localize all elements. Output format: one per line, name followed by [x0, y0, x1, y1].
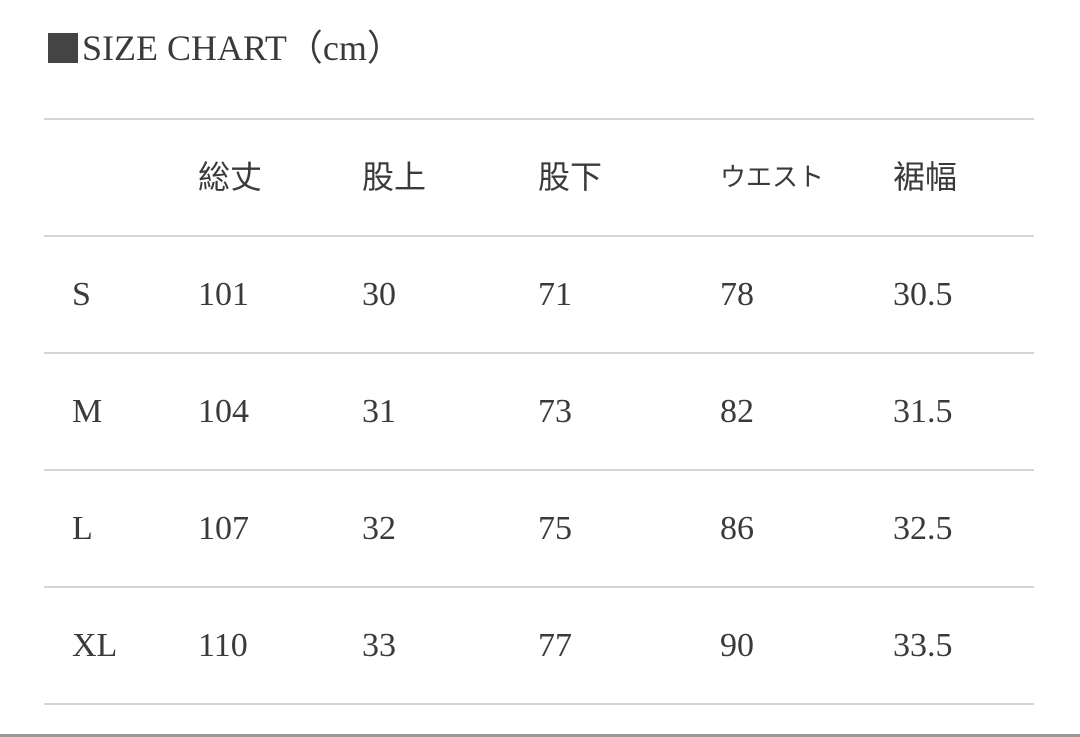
- table-cell: 33.5: [893, 627, 953, 664]
- table-cell: 101: [198, 276, 249, 313]
- table-cell: 33: [362, 627, 396, 664]
- bottom-divider: [0, 734, 1080, 737]
- table-cell: 31: [362, 393, 396, 430]
- size-label: L: [72, 510, 93, 547]
- table-row: S 101 30 71 78 30.5: [44, 235, 1034, 352]
- title-text: SIZE CHART（cm）: [82, 28, 403, 68]
- table-cell: 30: [362, 276, 396, 313]
- header-waist: ウエスト: [720, 163, 825, 192]
- table-cell: 73: [538, 393, 572, 430]
- table-cell: 110: [198, 627, 248, 664]
- table-cell: 78: [720, 276, 754, 313]
- table-cell: 104: [198, 393, 249, 430]
- size-table: 総丈 股上 股下 ウエスト 裾幅 S 101 30 71 78 30.5 M 1…: [44, 118, 1034, 705]
- table-cell: 107: [198, 510, 249, 547]
- header-inseam: 股下: [538, 159, 603, 195]
- size-chart-title: SIZE CHART（cm）: [48, 26, 403, 70]
- header-rise: 股上: [362, 159, 427, 195]
- size-label: XL: [72, 627, 118, 664]
- table-header-row: 総丈 股上 股下 ウエスト 裾幅: [44, 118, 1034, 235]
- table-cell: 90: [720, 627, 754, 664]
- table-cell: 30.5: [893, 276, 953, 313]
- table-cell: 71: [538, 276, 572, 313]
- table-cell: 75: [538, 510, 572, 547]
- table-cell: 32.5: [893, 510, 953, 547]
- size-label: M: [72, 393, 103, 430]
- header-total-length: 総丈: [198, 159, 263, 195]
- table-cell: 31.5: [893, 393, 953, 430]
- table-row: M 104 31 73 82 31.5: [44, 352, 1034, 469]
- table-cell: 82: [720, 393, 754, 430]
- size-label: S: [72, 276, 91, 313]
- table-cell: 32: [362, 510, 396, 547]
- table-cell: 77: [538, 627, 572, 664]
- black-square-icon: [48, 33, 78, 63]
- header-hem-width: 裾幅: [893, 159, 958, 195]
- table-row: L 107 32 75 86 32.5: [44, 469, 1034, 586]
- table-row: XL 110 33 77 90 33.5: [44, 586, 1034, 705]
- table-cell: 86: [720, 510, 754, 547]
